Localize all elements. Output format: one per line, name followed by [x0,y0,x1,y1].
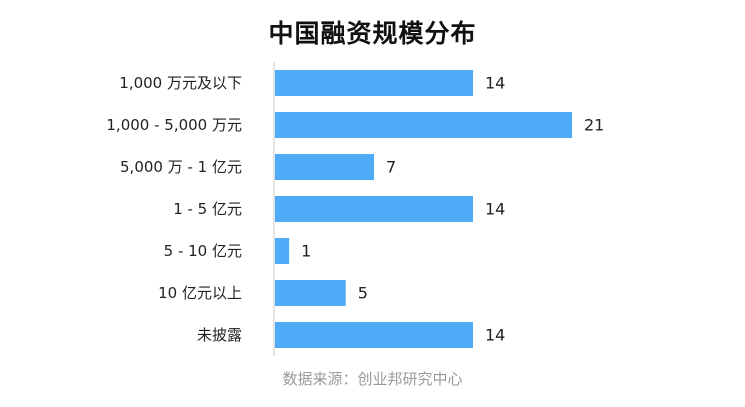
category-label: 未披露 [197,326,242,344]
bar [275,154,374,180]
chart-title: 中国融资规模分布 [268,19,477,48]
bars-layer: 1,000 万元及以下 14 1,000 - 5,000 万元 21 5,000 万 -… [106,62,604,356]
bar-value-label: 7 [386,158,396,177]
category-label: 10 亿元以上 [158,284,242,302]
category-label: 5 - 10 亿元 [164,242,242,260]
bar [275,238,290,264]
bar [275,322,473,348]
bar-value-label: 1 [301,242,311,261]
category-label: 1,000 万元及以下 [119,74,242,92]
bar [275,196,473,222]
bar-value-label: 14 [485,326,505,345]
bar-value-label: 14 [485,200,505,219]
bar-value-label: 21 [584,116,604,135]
category-label: 1 - 5 亿元 [173,200,242,218]
bar [275,280,346,306]
category-label: 5,000 万 - 1 亿元 [120,158,242,176]
category-label: 1,000 - 5,000 万元 [106,116,242,134]
bar-value-label: 14 [485,74,505,93]
bar [275,70,473,96]
source-note: 数据来源：创业邦研究中心 [282,370,463,388]
bar [275,112,572,138]
bar-value-label: 5 [358,284,368,303]
